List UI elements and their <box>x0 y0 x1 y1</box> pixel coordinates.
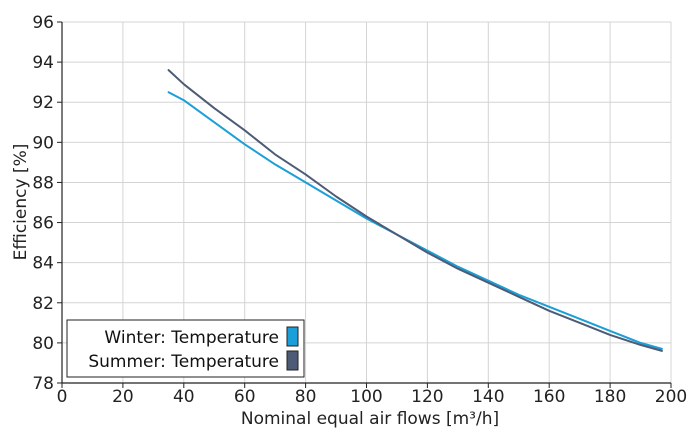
tick-labels: 0 20 40 60 80 100 120 140 160 180 200 78 80 82 84 86 88 9… <box>32 13 687 407</box>
series-line-summer <box>167 69 663 352</box>
x-tick-label: 20 <box>112 387 134 407</box>
y-tick-label: 82 <box>32 294 54 314</box>
legend-label-winter: Winter: Temperature <box>104 328 279 348</box>
series-lines <box>167 69 663 352</box>
x-tick-label: 0 <box>57 387 68 407</box>
y-tick-label: 88 <box>32 173 54 193</box>
y-tick-label: 80 <box>32 334 54 354</box>
legend-swatch-winter <box>286 326 299 347</box>
y-tick-label: 86 <box>32 214 54 234</box>
axes <box>57 21 672 388</box>
y-tick-label: 94 <box>32 53 54 73</box>
y-tick-label: 78 <box>32 374 54 394</box>
y-tick-label: 96 <box>32 13 54 33</box>
x-tick-label: 140 <box>472 387 504 407</box>
x-tick-label: 60 <box>234 387 256 407</box>
x-tick-label: 160 <box>533 387 565 407</box>
x-tick-label: 100 <box>350 387 382 407</box>
y-tick-label: 84 <box>32 254 54 274</box>
legend-label-summer: Summer: Temperature <box>88 352 279 372</box>
y-tick-label: 92 <box>32 93 54 113</box>
x-tick-label: 180 <box>594 387 626 407</box>
x-axis-title: Nominal equal air flows [m³/h] <box>241 409 499 429</box>
x-tick-label: 120 <box>411 387 443 407</box>
legend: Winter: Temperature Summer: Temperature <box>66 319 305 378</box>
series-line-winter <box>167 91 663 350</box>
x-tick-label: 200 <box>655 387 687 407</box>
x-tick-label: 80 <box>295 387 317 407</box>
legend-swatch-summer <box>286 350 299 371</box>
y-axis-title: Efficiency [%] <box>11 144 31 261</box>
x-tick-label: 40 <box>173 387 195 407</box>
legend-box <box>66 319 305 378</box>
y-tick-label: 90 <box>32 133 54 153</box>
